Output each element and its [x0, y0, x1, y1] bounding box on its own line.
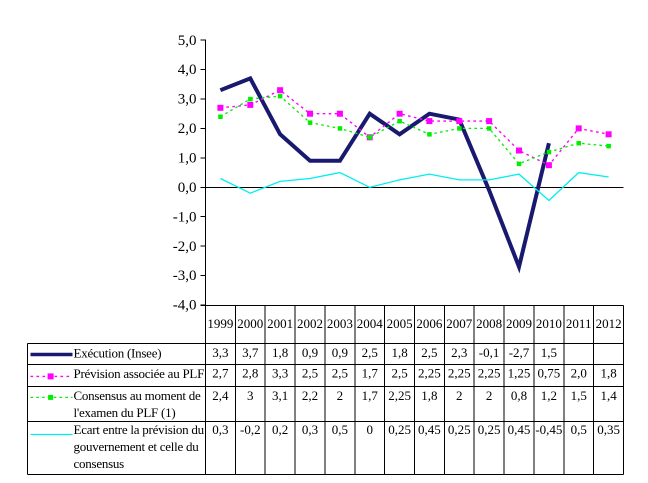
- svg-text:1,8: 1,8: [600, 365, 616, 380]
- svg-text:0,9: 0,9: [302, 345, 318, 360]
- svg-text:-2,0: -2,0: [173, 239, 197, 255]
- svg-text:Ecart entre la prévision du: Ecart entre la prévision du: [74, 422, 205, 437]
- svg-text:2010: 2010: [536, 316, 562, 331]
- svg-text:2,0: 2,0: [571, 365, 587, 380]
- svg-text:2,4: 2,4: [212, 388, 229, 403]
- svg-text:0,5: 0,5: [571, 422, 587, 437]
- svg-text:2,5: 2,5: [421, 345, 437, 360]
- svg-text:5,0: 5,0: [178, 33, 197, 49]
- svg-text:3: 3: [247, 388, 254, 403]
- svg-text:2005: 2005: [387, 316, 413, 331]
- svg-text:2003: 2003: [327, 316, 353, 331]
- svg-text:1,8: 1,8: [272, 345, 288, 360]
- svg-text:-1,0: -1,0: [173, 209, 197, 225]
- svg-text:1,25: 1,25: [508, 365, 531, 380]
- svg-text:3,0: 3,0: [178, 92, 197, 108]
- svg-text:2: 2: [456, 388, 463, 403]
- svg-text:-0,1: -0,1: [479, 345, 500, 360]
- svg-text:Exécution (Insee): Exécution (Insee): [74, 346, 162, 361]
- svg-text:1,8: 1,8: [391, 345, 407, 360]
- svg-text:2,5: 2,5: [391, 365, 407, 380]
- svg-text:0,25: 0,25: [448, 422, 471, 437]
- svg-text:1,4: 1,4: [600, 388, 617, 403]
- svg-text:1,8: 1,8: [421, 388, 437, 403]
- svg-text:2,0: 2,0: [178, 121, 197, 137]
- svg-text:2,25: 2,25: [478, 365, 501, 380]
- svg-text:1,5: 1,5: [571, 388, 587, 403]
- svg-text:4,0: 4,0: [178, 62, 197, 78]
- svg-text:2002: 2002: [297, 316, 323, 331]
- svg-text:0,3: 0,3: [302, 422, 318, 437]
- svg-text:2: 2: [486, 388, 493, 403]
- svg-text:0,5: 0,5: [332, 422, 348, 437]
- svg-text:2,5: 2,5: [302, 365, 318, 380]
- svg-text:2,2: 2,2: [302, 388, 318, 403]
- svg-text:0,25: 0,25: [388, 422, 411, 437]
- svg-text:0,8: 0,8: [511, 388, 527, 403]
- svg-text:0,0: 0,0: [178, 180, 197, 196]
- svg-text:2,7: 2,7: [212, 365, 229, 380]
- svg-text:2,25: 2,25: [418, 365, 441, 380]
- svg-text:2008: 2008: [476, 316, 502, 331]
- svg-text:0,25: 0,25: [478, 422, 501, 437]
- svg-text:2,5: 2,5: [362, 345, 378, 360]
- svg-text:2009: 2009: [506, 316, 532, 331]
- svg-text:1,7: 1,7: [362, 388, 379, 403]
- svg-text:0,9: 0,9: [332, 345, 348, 360]
- svg-text:2,3: 2,3: [451, 345, 467, 360]
- svg-text:0,45: 0,45: [418, 422, 441, 437]
- svg-text:2011: 2011: [566, 316, 592, 331]
- svg-text:0,45: 0,45: [508, 422, 531, 437]
- svg-text:gouvernement et celle du: gouvernement et celle du: [74, 439, 200, 454]
- svg-text:2: 2: [337, 388, 344, 403]
- svg-text:2012: 2012: [596, 316, 622, 331]
- svg-text:-4,0: -4,0: [173, 298, 197, 314]
- svg-text:1,0: 1,0: [178, 151, 197, 167]
- svg-text:2004: 2004: [357, 316, 384, 331]
- svg-text:2,8: 2,8: [242, 365, 258, 380]
- svg-text:-0,45: -0,45: [535, 422, 562, 437]
- svg-text:0,35: 0,35: [597, 422, 620, 437]
- svg-text:-3,0: -3,0: [173, 268, 197, 284]
- svg-text:2007: 2007: [446, 316, 473, 331]
- svg-text:2006: 2006: [416, 316, 443, 331]
- svg-text:2,25: 2,25: [388, 388, 411, 403]
- svg-text:l'examen du PLF (1): l'examen du PLF (1): [74, 405, 176, 420]
- svg-text:2,5: 2,5: [332, 365, 348, 380]
- svg-text:2000: 2000: [237, 316, 263, 331]
- svg-text:0: 0: [366, 422, 373, 437]
- svg-text:-2,7: -2,7: [509, 345, 530, 360]
- svg-text:Prévision associée au PLF: Prévision associée au PLF: [74, 366, 205, 381]
- svg-text:-0,2: -0,2: [240, 422, 261, 437]
- svg-text:1,5: 1,5: [541, 345, 557, 360]
- svg-text:1,7: 1,7: [362, 365, 379, 380]
- svg-text:Consensus au moment de: Consensus au moment de: [74, 388, 201, 403]
- svg-text:3,7: 3,7: [242, 345, 259, 360]
- svg-text:2001: 2001: [267, 316, 293, 331]
- svg-text:1,2: 1,2: [541, 388, 557, 403]
- svg-text:1999: 1999: [207, 316, 233, 331]
- svg-text:2,25: 2,25: [448, 365, 471, 380]
- svg-text:0,75: 0,75: [538, 365, 561, 380]
- svg-text:consensus: consensus: [74, 456, 125, 471]
- svg-text:3,3: 3,3: [212, 345, 228, 360]
- svg-text:0,2: 0,2: [272, 422, 288, 437]
- svg-text:3,1: 3,1: [272, 388, 288, 403]
- svg-text:3,3: 3,3: [272, 365, 288, 380]
- svg-text:0,3: 0,3: [212, 422, 228, 437]
